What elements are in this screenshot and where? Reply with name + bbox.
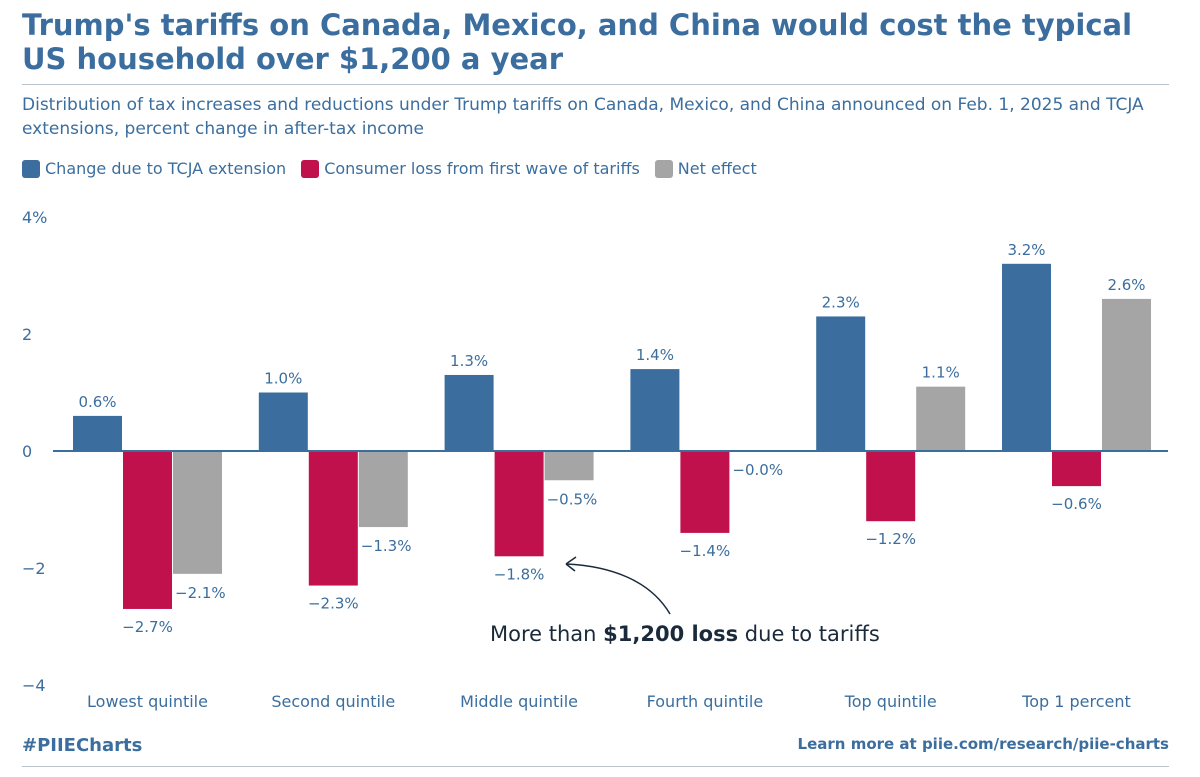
y-tick-label: −4 [22, 676, 46, 695]
data-label-net-top-quintile: 1.1% [922, 364, 960, 382]
data-label-tariff-top-quintile: −1.2% [865, 530, 916, 548]
x-category-label: Second quintile [271, 692, 395, 711]
annotation-arrow-line [565, 563, 671, 615]
bar-tariff-lowest-quintile [123, 451, 172, 609]
bar-net-lowest-quintile [173, 451, 222, 574]
data-label-tcja-lowest-quintile: 0.6% [78, 393, 116, 411]
bar-tcja-fourth-quintile [630, 369, 680, 451]
annotation-arrow-head [565, 556, 577, 572]
legend-item-tariffs: Consumer loss from first wave of tariffs [301, 159, 640, 178]
bar-net-middle-quintile [544, 451, 594, 481]
bar-tariff-top-quintile [866, 451, 916, 522]
x-category-label: Middle quintile [460, 692, 578, 711]
bar-tcja-lowest-quintile [73, 415, 122, 451]
legend-label-tariffs: Consumer loss from first wave of tariffs [324, 159, 640, 178]
y-tick-label: −2 [22, 559, 46, 578]
data-label-tcja-top-1-percent: 3.2% [1007, 241, 1045, 259]
data-label-tcja-second-quintile: 1.0% [264, 370, 302, 388]
x-category-label: Top 1 percent [1021, 692, 1131, 711]
bar-net-top-quintile [916, 386, 966, 451]
bar-tariff-fourth-quintile [680, 451, 730, 533]
legend-swatch-tariffs [301, 159, 320, 178]
bar-tcja-top-1-percent [1002, 263, 1051, 451]
data-label-net-second-quintile: −1.3% [361, 537, 412, 555]
footer-divider [22, 766, 1169, 767]
y-tick-label: 0 [22, 442, 32, 461]
data-label-tcja-top-quintile: 2.3% [822, 293, 860, 311]
bar-net-second-quintile [358, 451, 408, 528]
legend-swatch-tcja [22, 159, 40, 178]
x-category-label: Fourth quintile [647, 692, 764, 711]
data-label-tcja-fourth-quintile: 1.4% [636, 346, 674, 364]
legend-swatch-net [654, 159, 673, 178]
bar-net-top-1-percent [1102, 298, 1151, 451]
data-label-tariff-lowest-quintile: −2.7% [122, 618, 173, 636]
legend-item-net: Net effect [654, 159, 757, 178]
data-label-net-fourth-quintile: −0.0% [732, 461, 783, 479]
legend-label-tcja: Change due to TCJA extension [45, 159, 287, 178]
y-tick-label: 2 [22, 325, 32, 344]
y-tick-label: 4% [22, 208, 47, 227]
data-label-tariff-top-1-percent: −0.6% [1051, 495, 1102, 513]
annotation-text: More than $1,200 loss due to tariffs [490, 622, 880, 646]
x-category-label: Top quintile [844, 692, 937, 711]
title-divider [22, 84, 1169, 85]
data-label-tariff-fourth-quintile: −1.4% [680, 542, 731, 560]
data-label-net-middle-quintile: −0.5% [547, 490, 598, 508]
bar-tcja-second-quintile [258, 392, 308, 451]
footer-hashtag: #PIIECharts [22, 735, 143, 756]
bar-tariff-second-quintile [308, 451, 358, 586]
bar-tariff-middle-quintile [494, 451, 544, 557]
x-category-label: Lowest quintile [87, 692, 208, 711]
bar-tcja-top-quintile [816, 316, 866, 451]
data-label-net-top-1-percent: 2.6% [1107, 276, 1145, 294]
data-label-net-lowest-quintile: −2.1% [175, 584, 226, 602]
bar-tcja-middle-quintile [444, 374, 494, 451]
chart-title: Trump's tariffs on Canada, Mexico, and C… [22, 8, 1133, 76]
bar-tariff-top-1-percent [1052, 451, 1101, 487]
legend-item-tcja: Change due to TCJA extension [22, 159, 286, 178]
data-label-tariff-second-quintile: −2.3% [308, 595, 359, 613]
legend: Change due to TCJA extension Consumer lo… [22, 159, 772, 178]
data-label-tariff-middle-quintile: −1.8% [494, 565, 545, 583]
bar-chart: 4% 2 0 −2 −4 0.6% −2.7%−2.1% 1.0% −2.3% −1.3% 1.3%… [22, 208, 1168, 711]
chart-subtitle: Distribution of tax increases and reduct… [22, 95, 1144, 139]
footer-link[interactable]: Learn more at piie.com/research/piie-cha… [797, 735, 1169, 753]
data-label-tcja-middle-quintile: 1.3% [450, 352, 488, 370]
legend-label-net: Net effect [677, 159, 757, 178]
